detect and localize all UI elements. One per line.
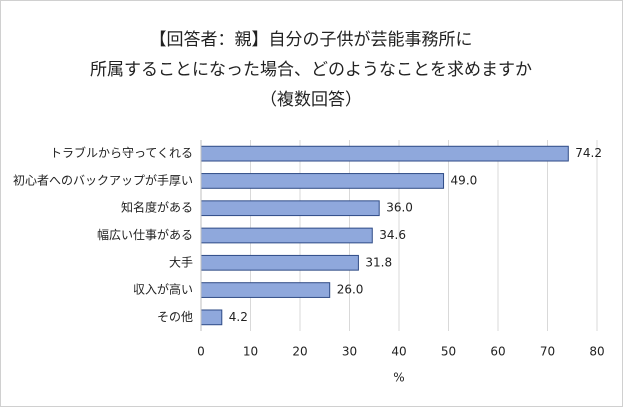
x-tick-label: 10	[243, 345, 258, 359]
y-tick-label: 大手	[169, 255, 193, 269]
y-tick-label: その他	[157, 310, 193, 324]
data-label: 4.2	[229, 310, 248, 324]
x-tick-label: 40	[391, 345, 406, 359]
x-tick-label: 50	[441, 345, 456, 359]
data-label: 34.6	[379, 228, 406, 242]
bar	[200, 254, 359, 271]
x-axis-label: %	[393, 371, 404, 385]
x-tick-label: 30	[342, 345, 357, 359]
data-label: 74.2	[575, 146, 602, 160]
x-tick-label: 20	[292, 345, 307, 359]
bar	[200, 282, 331, 298]
data-label: 49.0	[451, 173, 478, 187]
x-tick-label: 0	[197, 345, 205, 359]
y-tick-label: 幅広い仕事がある	[97, 227, 193, 242]
y-tick-label: 初心者へのバックアップが手厚い	[13, 172, 193, 187]
bar	[200, 200, 380, 217]
bar	[200, 173, 445, 189]
y-tick-label: 収入が高い	[133, 282, 193, 297]
bar	[200, 309, 223, 326]
chart-title: 【回答者：親】自分の子供が芸能事務所に	[150, 30, 473, 50]
y-tick-label: 知名度がある	[121, 200, 193, 215]
chart-title: （複数回答）	[260, 90, 362, 110]
data-label: 31.8	[365, 255, 392, 269]
x-tick-label: 80	[589, 345, 604, 359]
data-label: 36.0	[386, 201, 413, 215]
x-tick-label: 60	[490, 345, 505, 359]
bar	[200, 227, 373, 244]
data-label: 26.0	[337, 283, 364, 297]
y-tick-label: トラブルから守ってくれる	[50, 145, 193, 160]
x-tick-label: 70	[540, 345, 555, 359]
bar	[200, 145, 569, 162]
chart-title: 所属することになった場合、どのようなことを求めますか	[90, 60, 532, 80]
